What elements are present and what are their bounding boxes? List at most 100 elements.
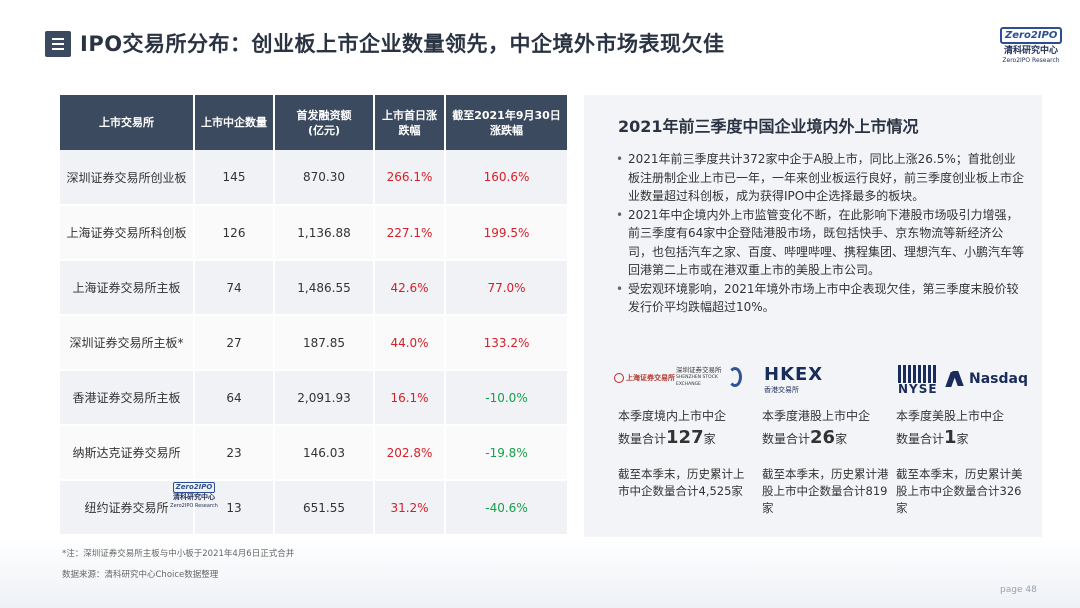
watermark-wordmark: Zero2IPO [172,482,216,493]
ipo-exchange-table: 上市交易所 上市中企数量 首发融资额 (亿元) 上市首日涨 跌幅 截至2021年… [60,95,567,536]
stat-label: 本季度美股上市中企 [896,409,1005,423]
menu-icon [45,31,71,57]
cell-exchange: 深圳证券交易所创业板 [60,150,195,206]
logo-en-text: Zero2IPO Research [1002,57,1060,64]
stat-prefix: 数量合计 [896,432,945,446]
stat-number: 26 [810,427,836,448]
bullet-item: • 2021年前三季度共计372家中企于A股上市，同比上涨26.5%；首批创业板… [614,150,1026,206]
cell-amount: 1,486.55 [274,260,375,316]
hkex-logo-text: HKEX [764,364,824,385]
cell-amount: 2,091.93 [274,370,375,426]
szse-logo-en: SHENZHEN STOCK EXCHANGE [676,375,718,387]
stat-label: 本季度境内上市中企 [618,409,727,423]
bullet-dot-icon: • [616,207,624,222]
cell-exchange: 上海证券交易所科创板 [60,205,195,261]
header-to-date: 截至2021年9月30日 涨跌幅 [445,95,567,150]
watermark-en: Zero2IPO Research [170,503,218,509]
stat-cumulative: 截至本季末，历史累计港股上市中企数量合计819家 [762,467,889,515]
header-amount: 首发融资额 (亿元) [274,95,375,150]
cell-first-day: 44.0% [374,315,446,371]
cell-count: 27 [194,315,275,371]
stat-number: 1 [944,427,957,448]
logo-wordmark: Zero2IPO [1000,27,1063,44]
data-source: 数据来源：清科研究中心Choice数据整理 [62,570,219,580]
stat-total: 数量合计1家 [896,427,1031,450]
cell-exchange: 上海证券交易所主板 [60,260,195,316]
cell-count: 126 [194,205,275,261]
cell-to-date: 160.6% [445,150,567,206]
table-row: 深圳证券交易所主板* 27 187.85 44.0% 133.2% [60,315,567,371]
stat-prefix: 数量合计 [618,432,667,446]
bullet-text: 受宏观环境影响，2021年境外市场上市中企表现欠佳，第三季度末股价较发行价平均跌… [628,281,1019,315]
header-exchange: 上市交易所 [60,95,195,150]
hkex-logo: HKEX 香港交易所 [764,365,823,395]
table-row: 上海证券交易所主板 74 1,486.55 42.6% 77.0% [60,260,567,316]
bullet-dot-icon: • [616,152,624,166]
cell-first-day: 202.8% [374,425,446,481]
watermark-cn: 清科研究中心 [173,493,215,501]
cell-to-date: 133.2% [445,315,567,371]
cell-to-date: -40.6% [445,480,567,536]
cell-amount: 651.55 [274,480,375,536]
stat-total: 数量合计127家 [618,427,753,450]
exchange-logos: 上海证券交易所 深圳证券交易所 SHENZHEN STOCK EXCHANGE … [614,365,1034,399]
bullet-text: 2021年前三季度共计372家中企于A股上市，同比上涨26.5%；首批创业板注册… [628,152,1025,203]
summary-panel: 2021年前三季度中国企业境内外上市情况 • 2021年前三季度共计372家中企… [584,95,1042,537]
panel-title: 2021年前三季度中国企业境内外上市情况 [618,117,919,136]
cell-first-day: 266.1% [374,150,446,206]
nyse-logo-text: NYSE [898,382,938,396]
cell-amount: 870.30 [274,150,375,206]
nasdaq-logo: Nasdaq [946,371,1028,387]
nyse-bars-icon [898,365,938,383]
stat-total: 数量合计26家 [762,427,897,450]
logo-cn-text: 清科研究中心 [1003,46,1058,56]
stat-unit: 家 [956,432,969,446]
bullet-list: • 2021年前三季度共计372家中企于A股上市，同比上涨26.5%；首批创业板… [614,150,1026,317]
cell-first-day: 42.6% [374,260,446,316]
szse-mark-icon [728,367,742,387]
sse-seal-icon [614,373,624,383]
stat-number: 127 [666,427,704,448]
bullet-dot-icon: • [616,281,624,296]
sse-logo: 上海证券交易所 [614,373,675,383]
nasdaq-logo-text: Nasdaq [969,371,1028,387]
footnote: *注：深圳证券交易所主板与中小板于2021年4月6日正式合并 [62,549,295,559]
stat-us: 本季度美股上市中企 数量合计1家 截至本季末，历史累计美股上市中企数量合计326… [896,405,1031,517]
szse-logo-cn: 深圳证券交易所 [676,366,722,374]
cell-to-date: -10.0% [445,370,567,426]
nyse-logo: NYSE [898,365,938,396]
stat-domestic: 本季度境内上市中企 数量合计127家 截至本季末，历史累计上市中企数量合计4,5… [618,405,753,500]
table-header-row: 上市交易所 上市中企数量 首发融资额 (亿元) 上市首日涨 跌幅 截至2021年… [60,95,567,150]
table-row: 深圳证券交易所创业板 145 870.30 266.1% 160.6% [60,150,567,206]
bullet-item: • 2021年中企境内外上市监管变化不断，在此影响下港股市场吸引力增强，前三季度… [614,206,1026,280]
bullet-text: 2021年中企境内外上市监管变化不断，在此影响下港股市场吸引力增强，前三季度有6… [628,207,1025,278]
zero2ipo-watermark: Zero2IPO 清科研究中心 Zero2IPO Research [168,481,220,511]
stat-unit: 家 [835,432,848,446]
page-title: IPO交易所分布：创业板上市企业数量领先，中企境外市场表现欠佳 [80,32,725,56]
stat-cumulative: 截至本季末，历史累计上市中企数量合计4,525家 [618,467,745,498]
stat-unit: 家 [703,432,716,446]
cell-count: 23 [194,425,275,481]
zero2ipo-logo: Zero2IPO 清科研究中心 Zero2IPO Research [1000,23,1063,65]
hkex-logo-cn: 香港交易所 [764,386,799,394]
cell-first-day: 16.1% [374,370,446,426]
bottom-gradient-band [0,538,1080,608]
table-row: 上海证券交易所科创板 126 1,136.88 227.1% 199.5% [60,205,567,261]
cell-first-day: 227.1% [374,205,446,261]
cell-exchange: 香港证券交易所主板 [60,370,195,426]
cell-to-date: 199.5% [445,205,567,261]
stat-hk: 本季度港股上市中企 数量合计26家 截至本季末，历史累计港股上市中企数量合计81… [762,405,897,517]
cell-count: 145 [194,150,275,206]
page-number: page 48 [1000,585,1037,595]
nasdaq-mark-icon [946,371,964,387]
cell-amount: 187.85 [274,315,375,371]
cell-amount: 146.03 [274,425,375,481]
table-row: 纽约证券交易所 Zero2IPO 清科研究中心 Zero2IPO Researc… [60,480,567,536]
cell-exchange: 深圳证券交易所主板* [60,315,195,371]
table-row: 纳斯达克证券交易所 23 146.03 202.8% -19.8% [60,425,567,481]
cell-to-date: -19.8% [445,425,567,481]
sse-logo-text: 上海证券交易所 [626,374,675,382]
szse-logo: 深圳证券交易所 SHENZHEN STOCK EXCHANGE [676,366,742,388]
stat-cumulative: 截至本季末，历史累计美股上市中企数量合计326家 [896,467,1023,515]
header-first-day: 上市首日涨 跌幅 [374,95,446,150]
